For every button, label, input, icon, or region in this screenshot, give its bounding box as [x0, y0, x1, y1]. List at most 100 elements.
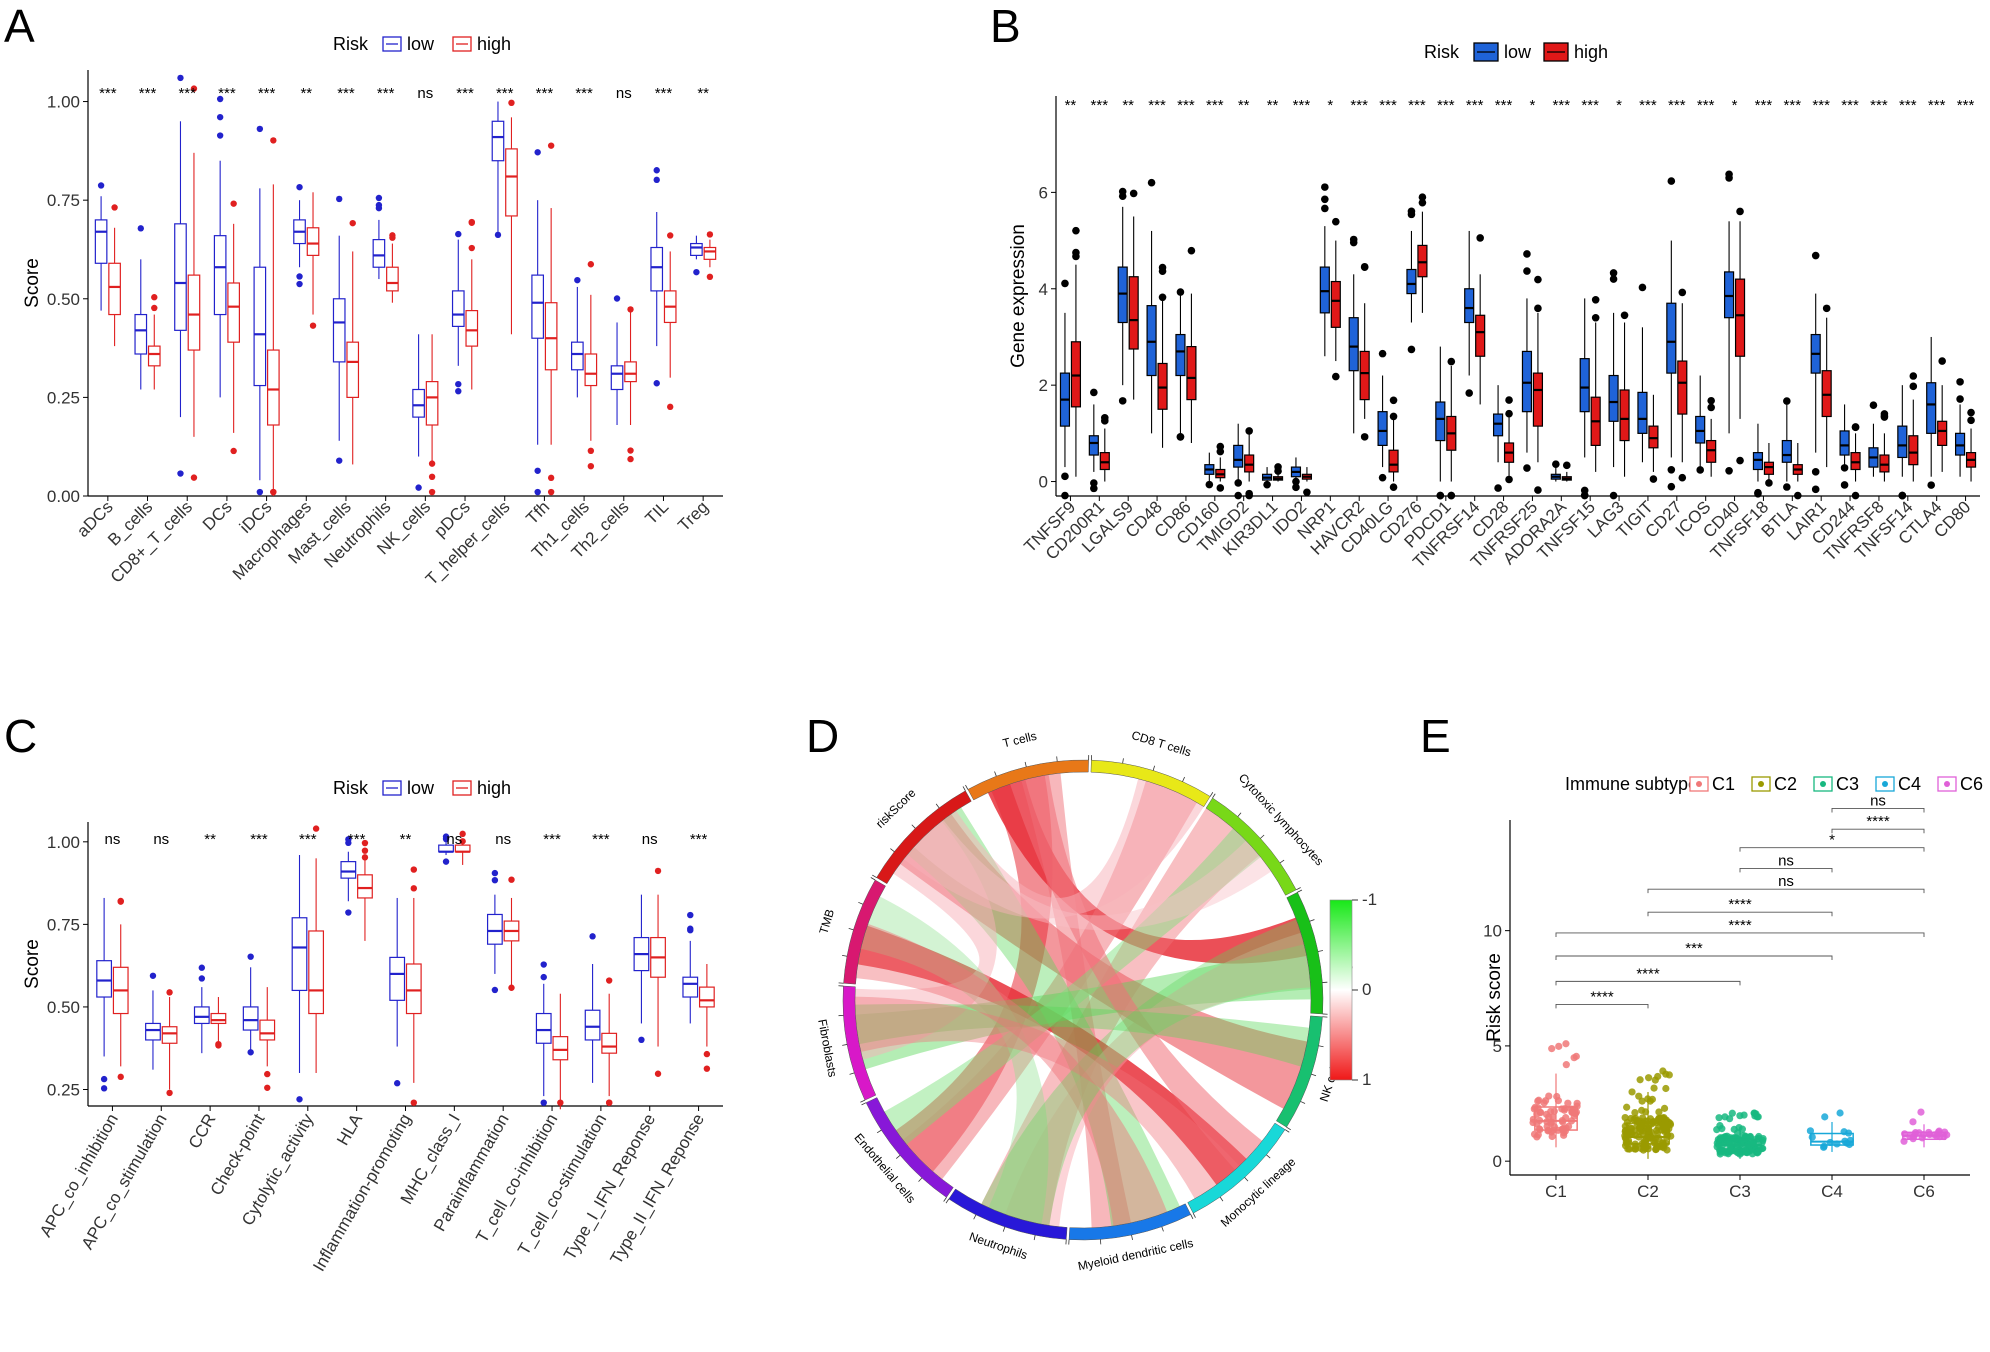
outlier-point — [1292, 483, 1300, 492]
jitter-point — [1635, 1092, 1643, 1100]
outlier-point — [1783, 397, 1791, 405]
jitter-point — [1821, 1113, 1829, 1121]
outlier-point — [247, 1049, 254, 1056]
legend-title: Risk — [1424, 42, 1460, 62]
y-tick-label: 4 — [1039, 280, 1048, 299]
outlier-point — [1321, 183, 1329, 191]
outlier-point — [1389, 412, 1398, 421]
legend-swatch-dot — [1882, 781, 1888, 787]
outlier-point — [216, 132, 224, 139]
legend-title: Risk — [333, 34, 369, 54]
sector-tick — [1317, 950, 1324, 952]
outlier-point — [455, 380, 462, 388]
outlier-point — [1505, 409, 1513, 418]
outlier-point — [1909, 382, 1918, 391]
x-tick-label: Type_II_IFN_Reponse — [607, 1111, 709, 1268]
outlier-point — [177, 74, 184, 82]
outlier-point — [1176, 433, 1185, 441]
significance-label: *** — [377, 85, 395, 102]
outlier-point — [1321, 204, 1329, 213]
outlier-point — [264, 1084, 271, 1091]
outlier-point — [111, 204, 118, 211]
outlier-point — [393, 1080, 401, 1087]
outlier-point — [587, 462, 595, 470]
box-low — [1666, 302, 1677, 374]
box-high — [1734, 278, 1746, 357]
jitter-point — [1806, 1127, 1815, 1135]
outlier-point — [361, 847, 369, 854]
significance-label: *** — [1408, 97, 1426, 114]
legend-label: C6 — [1960, 774, 1983, 794]
jitter-point — [1716, 1122, 1724, 1130]
panel-letter-e: E — [1420, 710, 1451, 762]
comparison-label: ns — [1778, 852, 1794, 869]
outlier-point — [177, 470, 184, 477]
significance-label: ns — [616, 85, 632, 102]
significance-label: *** — [655, 85, 673, 102]
box-low — [1608, 374, 1619, 422]
jitter-point — [1559, 1125, 1567, 1133]
outlier-point — [198, 975, 206, 982]
jitter-point — [1555, 1042, 1563, 1050]
significance-label: ** — [1122, 97, 1134, 114]
outlier-point — [100, 1075, 108, 1083]
outlier-point — [703, 1050, 711, 1058]
significance-label: *** — [1466, 97, 1484, 114]
chord-link — [855, 996, 1240, 1199]
box-high — [147, 345, 161, 367]
outlier-point — [1447, 491, 1456, 500]
outlier-point — [375, 194, 383, 202]
outlier-point — [1447, 357, 1456, 366]
jitter-point — [1636, 1076, 1644, 1084]
outlier-point — [693, 268, 700, 276]
chord-sector — [1286, 891, 1324, 1015]
outlier-point — [230, 200, 237, 207]
x-tick-label: C3 — [1729, 1182, 1751, 1201]
box-low — [389, 956, 406, 1001]
y-tick-label: 2 — [1039, 376, 1048, 395]
y-tick-label: 0.50 — [47, 998, 80, 1017]
significance-label: *** — [1495, 97, 1513, 114]
box-low — [145, 1022, 161, 1041]
outlier-point — [706, 273, 714, 281]
box-high — [544, 302, 558, 371]
box-high — [1388, 449, 1399, 473]
sector-tick — [1182, 776, 1185, 782]
jitter-point — [1754, 1148, 1762, 1156]
comparison-label: ns — [1778, 873, 1794, 890]
jitter-point — [1648, 1095, 1656, 1103]
chord-sector — [843, 879, 886, 985]
box-low — [174, 223, 187, 331]
outlier-point — [1649, 475, 1658, 483]
significance-label: *** — [1812, 97, 1830, 114]
outlier-point — [1292, 477, 1300, 486]
outlier-point — [1389, 483, 1398, 491]
outlier-point — [1967, 416, 1975, 425]
outlier-point — [166, 1089, 173, 1097]
sector-tick — [1131, 1234, 1133, 1241]
box-low — [96, 960, 113, 998]
jitter-point — [1652, 1145, 1660, 1153]
box-low — [690, 242, 703, 256]
box-high — [1099, 452, 1110, 471]
significance-label: *** — [592, 831, 610, 848]
box-high — [1706, 439, 1717, 463]
jitter-point — [1645, 1074, 1653, 1082]
outlier-point — [1534, 275, 1542, 284]
sector-tick — [872, 874, 877, 878]
chord-sector — [967, 759, 1089, 801]
outlier-point — [1216, 484, 1225, 492]
outlier-point — [1523, 250, 1531, 258]
sector-tick — [1024, 761, 1027, 767]
outlier-point — [1696, 466, 1705, 474]
jitter-point — [1631, 1108, 1639, 1117]
significance-label: ** — [204, 831, 216, 848]
box-high — [108, 262, 121, 316]
outlier-point — [587, 261, 595, 268]
outlier-point — [264, 1070, 271, 1078]
outlier-point — [1956, 378, 1964, 386]
box-high — [405, 963, 422, 1015]
outlier-point — [1967, 408, 1975, 417]
